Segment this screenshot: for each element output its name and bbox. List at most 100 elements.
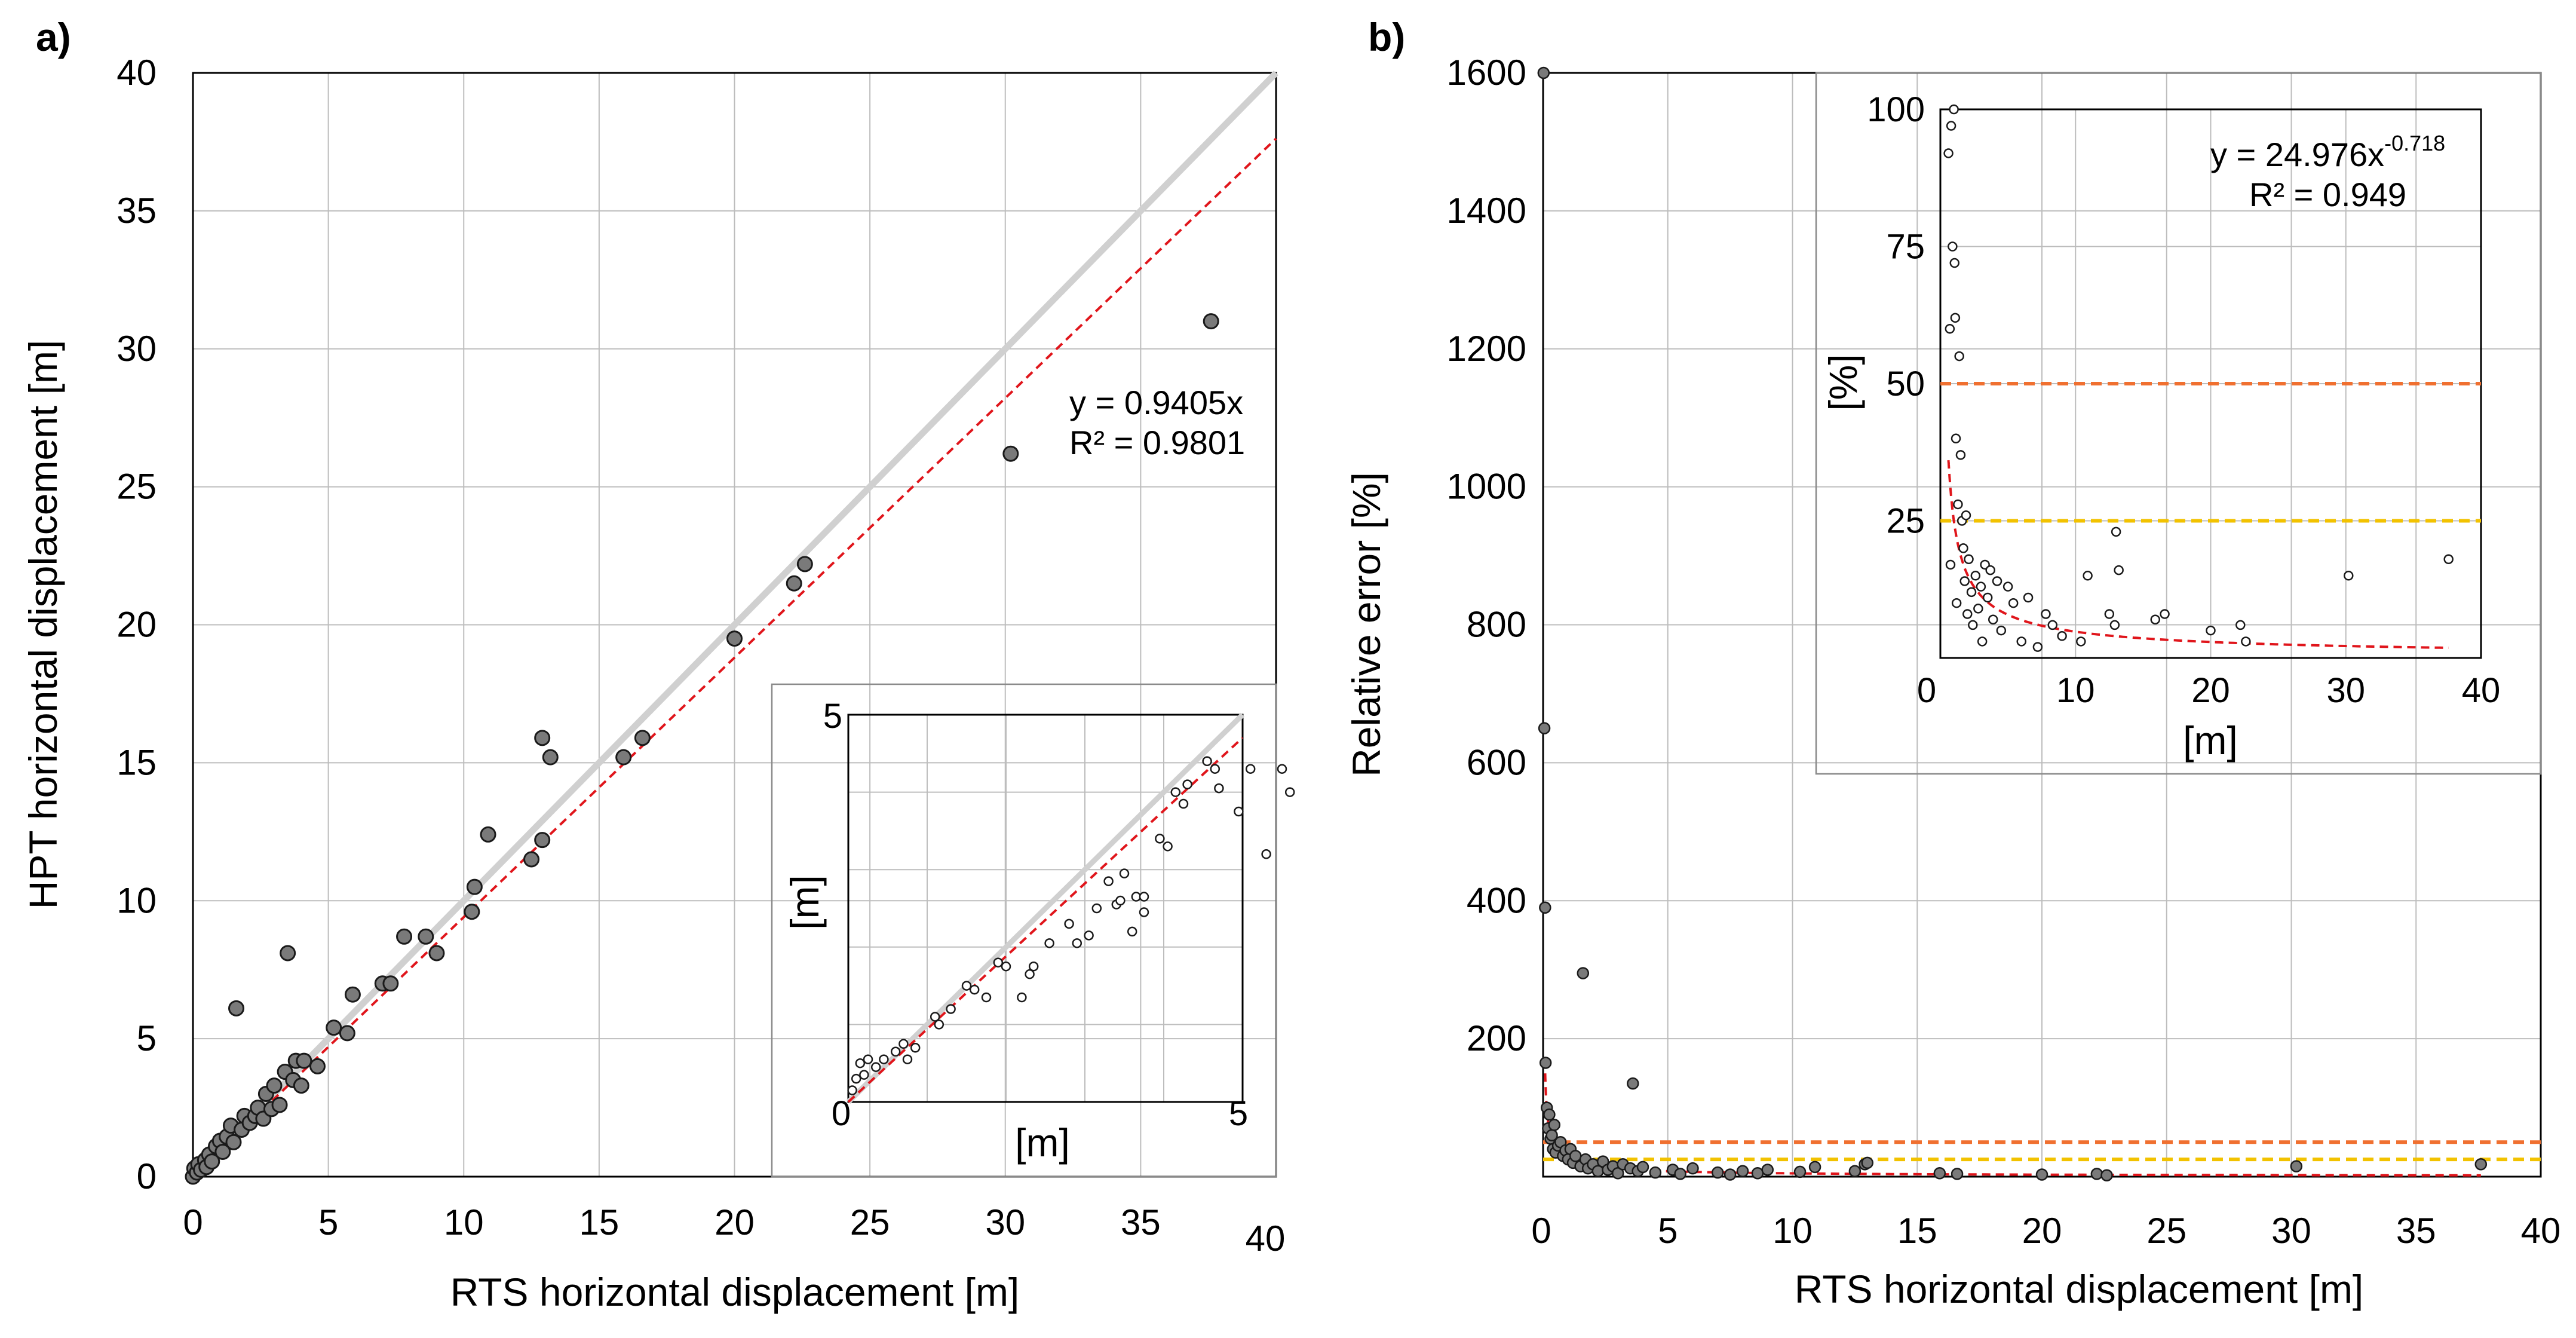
data-point [523,851,540,868]
data-point [1203,313,1219,330]
data-point [2150,614,2160,624]
data-point [2443,554,2454,565]
data-point [1028,961,1039,972]
data-point [1996,625,2007,636]
data-point [1985,565,1995,575]
a-inset-box [771,683,1277,1178]
data-point [2241,636,2251,647]
b-main-x-ticks: 5 10 15 20 25 30 35 40 [1658,1211,2560,1251]
data-point [1950,313,1961,323]
data-point [1992,576,2002,586]
data-point [1131,892,1142,902]
b-inset-box [1815,72,2542,775]
x-tick-label: 10 [1772,1211,1813,1251]
a-inset-y-label: [m] [783,875,827,930]
data-point [2474,1158,2488,1171]
data-point [1966,587,1977,598]
plot-b-main: 5 10 15 20 25 30 35 40 200400600800100012001400… [1344,53,2560,1311]
data-point [1964,554,1974,565]
data-point [851,1073,861,1084]
data-point [1973,604,1983,614]
y-tick-label: 800 [1467,605,1526,645]
data-point [1577,967,1590,979]
data-point [339,1025,355,1042]
data-point [1945,323,1955,334]
data-point [2235,620,2246,630]
a-main-y-ticks: 0 5 10 15 20 25 30 35 40 [116,53,157,1196]
data-point [466,878,483,895]
b-inset-equation-base: y = 24.976x [2210,136,2384,173]
plot-b-inset: 0 10 20 30 40 25 50 75 100 y = 24.976x-0.718 R²… [1815,72,2542,775]
data-point [1044,938,1054,948]
data-point [382,975,399,992]
b-inset-equation: y = 24.976x-0.718 [2210,131,2445,173]
x-tick-label: 35 [1121,1202,1161,1242]
data-point [1612,1166,1624,1180]
a-main-y-label: HPT horizontal displacement [m] [21,340,65,910]
y-tick-label: 75 [1886,228,1925,267]
data-point [1548,1119,1561,1131]
y-tick-label: 25 [1886,502,1925,541]
data-point [228,1000,245,1016]
x-tick-label: 20 [2191,671,2230,710]
data-point [1170,787,1181,797]
data-point [1724,1168,1737,1181]
data-point [1951,433,1961,444]
data-point [930,1012,940,1022]
y-tick-label: 25 [116,467,157,507]
plot-a-main: 0 5 10 15 20 25 30 35 40 0 5 10 15 20 25 30 35 40 y = 0.… [21,53,1285,1314]
data-point [326,1019,342,1036]
data-point [1636,1161,1649,1174]
y-tick-label: 1200 [1447,329,1526,369]
x-tick-label: 5 [318,1202,338,1242]
x-tick-label: 10 [2056,671,2095,710]
data-point [946,1004,956,1014]
data-point [1793,1165,1807,1178]
data-point [1968,620,1978,630]
y-tick-label: 600 [1467,742,1526,782]
data-point [1988,614,1998,624]
data-point [1970,571,1981,581]
data-point [2090,1168,2103,1180]
data-point [2076,636,2086,647]
y-tick-label: 50 [1886,365,1925,403]
x-tick-label: 30 [985,1202,1025,1242]
data-point [1084,930,1094,941]
data-point [1543,1108,1556,1121]
y-tick-label: 200 [1467,1018,1526,1058]
data-point [1949,258,1960,268]
data-point [855,1058,866,1068]
a-main-identity-line [191,71,1278,1179]
b-inset-x-label: [m] [2183,718,2238,763]
data-point [1943,148,1954,158]
data-point [2016,636,2026,647]
data-point [859,1070,869,1080]
data-point [890,1046,901,1057]
data-point [1951,1168,1964,1180]
y-tick-label: 20 [116,605,157,645]
data-point [2206,625,2216,636]
data-point [1115,895,1126,906]
data-point [1961,510,1971,520]
data-point [1761,1164,1774,1176]
x-tick-label: 40 [2521,1211,2561,1251]
data-point [309,1058,326,1074]
data-point [1948,241,1958,252]
b-inset-y-label: [%] [1821,354,1865,411]
y-tick-label: 10 [116,880,157,920]
data-point [870,1062,881,1072]
b-inset-x-ticks: 0 10 20 30 40 [1917,671,2500,710]
b-inset-r2: R² = 0.949 [2249,176,2406,213]
data-point [1674,1168,1686,1180]
data-point [1245,764,1256,774]
a-inset-fit-line [847,737,1244,1103]
data-point [1001,961,1011,972]
y-tick-label: 0 [137,1156,157,1196]
data-point [969,984,980,995]
a-main-fit-line [192,137,1277,1178]
data-point [296,1052,312,1069]
data-point [2111,526,2121,537]
data-point [1234,806,1244,817]
data-point [280,945,296,962]
